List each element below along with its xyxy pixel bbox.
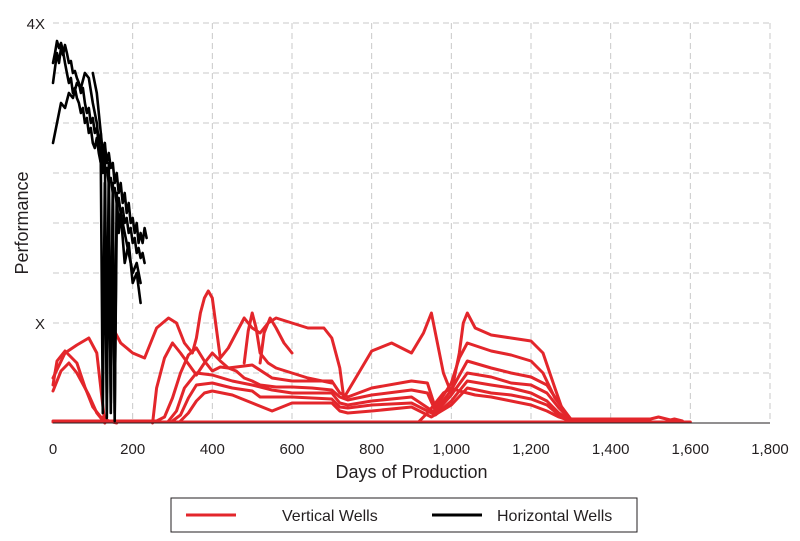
vertical-well-line [418, 386, 573, 423]
vertical-well-line [151, 341, 573, 425]
vertical-well-line [171, 379, 573, 423]
legend: Vertical Wells Horizontal Wells [170, 497, 638, 533]
x-tick-label: 1,200 [512, 441, 550, 458]
x-tick-label: 0 [49, 441, 57, 458]
vertical-well-line [179, 386, 573, 423]
y-axis-title: Performance [12, 171, 32, 274]
x-tick-label: 1,600 [672, 441, 710, 458]
x-tick-label: 400 [200, 441, 225, 458]
vertical-well-line [51, 361, 107, 425]
x-tick-label: 800 [359, 441, 384, 458]
x-tick-label: 1,000 [433, 441, 471, 458]
legend-label-horizontal-wells: Horizontal Wells [497, 508, 612, 525]
x-tick-label: 200 [120, 441, 145, 458]
legend-label-vertical-wells: Vertical Wells [282, 508, 378, 525]
vertical-well-line [258, 316, 294, 365]
x-axis-title: Days of Production [335, 462, 487, 482]
tick-labels: 0 200 400 600 800 1,000 1,200 1,400 1,600 1,800 4X… [27, 16, 789, 458]
grid [53, 22, 771, 423]
vertical-well-line [242, 311, 334, 385]
y-tick-label: X [35, 316, 45, 333]
vertical-well-line [51, 336, 107, 425]
series-layer [51, 39, 692, 425]
x-tick-label: 1,400 [592, 441, 630, 458]
legend-box [170, 497, 638, 533]
x-tick-label: 1,800 [751, 441, 789, 458]
vertical-well-line [167, 371, 573, 423]
horizontal-well-line [91, 71, 142, 423]
y-tick-label: 4X [27, 16, 45, 33]
x-tick-label: 600 [279, 441, 304, 458]
horizontal-well-line [51, 71, 142, 420]
